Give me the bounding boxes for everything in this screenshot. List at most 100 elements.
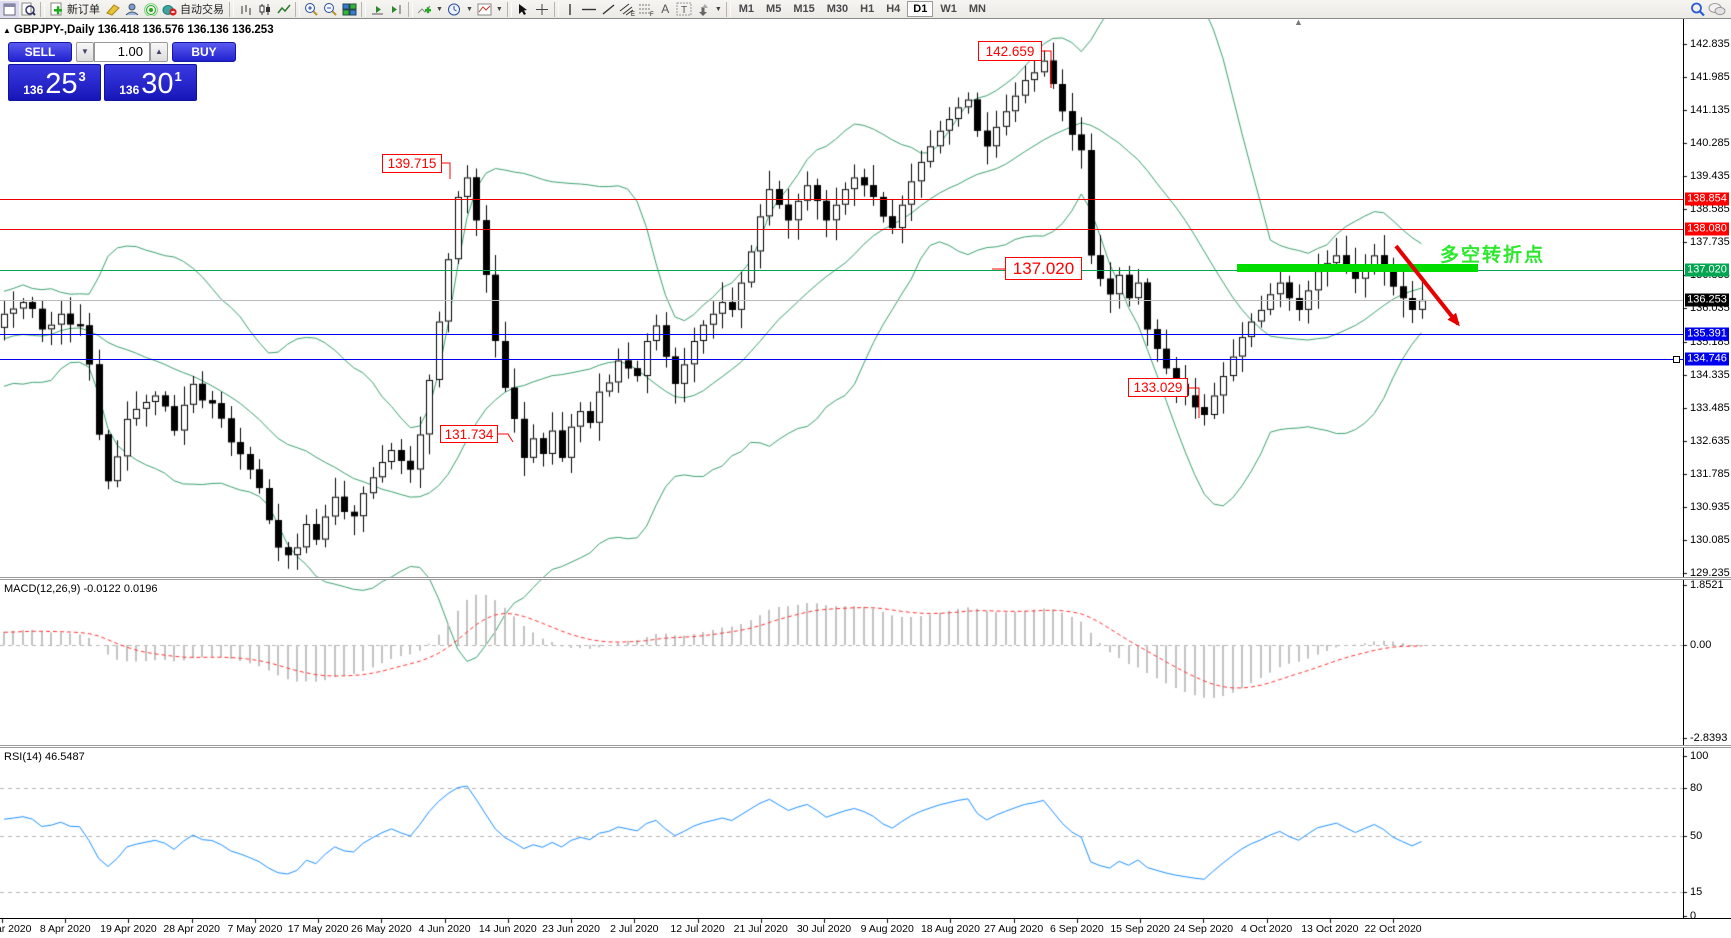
chart-shift-marker[interactable]: ▲ bbox=[1294, 17, 1303, 27]
toolbar-separator bbox=[40, 1, 45, 17]
chart-window-icon[interactable] bbox=[0, 0, 19, 18]
price-callout-131.734[interactable]: 131.734 bbox=[440, 425, 498, 443]
chat-icon[interactable] bbox=[1707, 1, 1727, 18]
periods-icon[interactable] bbox=[445, 1, 464, 18]
autotrading-label[interactable]: 自动交易 bbox=[180, 4, 224, 16]
crosshair-icon[interactable] bbox=[533, 1, 552, 18]
indicators-icon[interactable] bbox=[415, 1, 434, 18]
pane-separator[interactable] bbox=[0, 577, 1731, 580]
indicators-dropdown-caret[interactable]: ▼ bbox=[436, 5, 443, 13]
price-axis-border bbox=[1683, 19, 1684, 918]
autoscroll-icon[interactable] bbox=[368, 1, 387, 18]
new-order-icon[interactable] bbox=[47, 1, 66, 18]
arrows-dropdown-caret[interactable]: ▼ bbox=[714, 5, 722, 13]
timeframe-m30[interactable]: M30 bbox=[826, 3, 849, 15]
zoom-in-icon[interactable] bbox=[302, 1, 321, 18]
bid-price-main: 25 bbox=[45, 68, 78, 100]
candlestick-chart-icon[interactable] bbox=[255, 1, 274, 18]
resistance-line-2[interactable] bbox=[0, 229, 1683, 230]
pane-separator[interactable] bbox=[0, 745, 1731, 748]
toolbar-separator bbox=[506, 1, 512, 17]
tile-windows-icon[interactable] bbox=[340, 1, 359, 18]
lot-size-input[interactable]: 1.00 bbox=[94, 42, 150, 62]
resistance-line-1[interactable] bbox=[0, 199, 1683, 200]
timeframe-w1[interactable]: W1 bbox=[940, 3, 957, 15]
print-preview-icon[interactable] bbox=[19, 1, 38, 18]
timeframe-group: M1 M5 M15 M30 H1 H4 D1 W1 MN bbox=[733, 1, 992, 17]
price-callout-137.020[interactable]: 137.020 bbox=[1005, 257, 1082, 280]
vertical-line-icon[interactable] bbox=[561, 1, 580, 18]
one-click-toggle-icon[interactable]: ▲ bbox=[3, 26, 11, 35]
periods-dropdown-caret[interactable]: ▼ bbox=[465, 5, 473, 13]
toolbar-separator bbox=[725, 1, 731, 17]
price-badge-138.080: 138.080 bbox=[1685, 222, 1729, 236]
text-label-icon[interactable]: T bbox=[675, 1, 694, 18]
styler-icon[interactable] bbox=[103, 1, 122, 18]
price-callout-139.715[interactable]: 139.715 bbox=[382, 154, 442, 173]
price-badge-135.391: 135.391 bbox=[1685, 327, 1729, 341]
new-order-label[interactable]: 新订单 bbox=[67, 4, 100, 16]
timeframe-m15[interactable]: M15 bbox=[793, 3, 815, 15]
text-icon[interactable]: A bbox=[661, 2, 670, 16]
price-badge-134.746: 134.746 bbox=[1685, 352, 1729, 366]
lot-increase-button[interactable]: ▲ bbox=[150, 42, 168, 62]
svg-text:F: F bbox=[650, 12, 654, 16]
toolbar-separator bbox=[295, 1, 300, 17]
buy-button[interactable]: BUY bbox=[172, 42, 236, 62]
trendline-icon[interactable] bbox=[599, 1, 618, 18]
pivot-line[interactable] bbox=[0, 270, 1683, 271]
toolbar-separator bbox=[553, 1, 559, 17]
support-line-1[interactable] bbox=[0, 334, 1683, 335]
ask-price-pip: 1 bbox=[174, 69, 182, 84]
price-callout-142.659[interactable]: 142.659 bbox=[978, 41, 1042, 61]
support-line-2[interactable] bbox=[0, 359, 1683, 360]
bid-price-line[interactable] bbox=[0, 300, 1683, 301]
cursor-icon[interactable] bbox=[514, 1, 533, 18]
ask-price-main: 30 bbox=[141, 68, 174, 100]
support-line-2-handle[interactable] bbox=[1673, 356, 1680, 363]
turning-point-annotation[interactable]: 多空转折点 bbox=[1440, 245, 1546, 266]
fibonacci-icon[interactable]: F bbox=[637, 1, 656, 18]
sell-button[interactable]: SELL bbox=[8, 42, 72, 62]
arrows-icon[interactable] bbox=[694, 1, 713, 18]
templates-icon[interactable] bbox=[475, 1, 494, 18]
toolbar-separator bbox=[361, 1, 366, 17]
line-chart-icon[interactable] bbox=[274, 1, 293, 18]
timeframe-d1[interactable]: D1 bbox=[907, 1, 934, 17]
price-badge-136.253: 136.253 bbox=[1685, 293, 1729, 307]
bid-price-panel[interactable]: 136 25 3 bbox=[8, 64, 101, 101]
zoom-out-icon[interactable] bbox=[321, 1, 340, 18]
macd-indicator-label: MACD(12,26,9) -0.0122 0.0196 bbox=[4, 583, 158, 595]
timeframe-mn[interactable]: MN bbox=[968, 3, 986, 15]
lot-decrease-button[interactable]: ▼ bbox=[76, 42, 94, 62]
rsi-indicator-label: RSI(14) 46.5487 bbox=[4, 751, 85, 763]
search-icon[interactable] bbox=[1688, 1, 1707, 18]
bid-price-pip: 3 bbox=[78, 69, 86, 84]
bar-chart-icon[interactable] bbox=[236, 1, 255, 18]
toolbar: 新订单 自动交易 ▼ ▼ ▼ E F A T ▼ bbox=[0, 0, 1731, 19]
toolbar-separator bbox=[408, 1, 413, 17]
horizontal-line-icon[interactable] bbox=[580, 1, 599, 18]
ask-price-prefix: 136 bbox=[119, 83, 140, 97]
equidistant-channel-icon[interactable]: E bbox=[618, 1, 637, 18]
chart-shift-icon[interactable] bbox=[387, 1, 406, 18]
support-zone-bar[interactable] bbox=[1237, 264, 1478, 272]
bid-price-prefix: 136 bbox=[23, 83, 44, 97]
time-axis-border bbox=[0, 918, 1731, 919]
timeframe-m5[interactable]: M5 bbox=[766, 3, 782, 15]
contacts-icon[interactable] bbox=[122, 1, 141, 18]
svg-text:T: T bbox=[681, 5, 687, 16]
price-badge-137.020: 137.020 bbox=[1685, 263, 1729, 277]
templates-dropdown-caret[interactable]: ▼ bbox=[495, 5, 503, 13]
timeframe-h1[interactable]: H1 bbox=[860, 3, 875, 15]
price-badge-138.854: 138.854 bbox=[1685, 192, 1729, 206]
signals-icon[interactable] bbox=[141, 1, 160, 18]
price-callout-133.029[interactable]: 133.029 bbox=[1128, 378, 1188, 397]
timeframe-h4[interactable]: H4 bbox=[886, 3, 901, 15]
autotrading-icon[interactable] bbox=[160, 1, 179, 18]
svg-text:E: E bbox=[631, 12, 635, 16]
ask-price-panel[interactable]: 136 30 1 bbox=[104, 64, 197, 101]
timeframe-m1[interactable]: M1 bbox=[738, 3, 755, 15]
